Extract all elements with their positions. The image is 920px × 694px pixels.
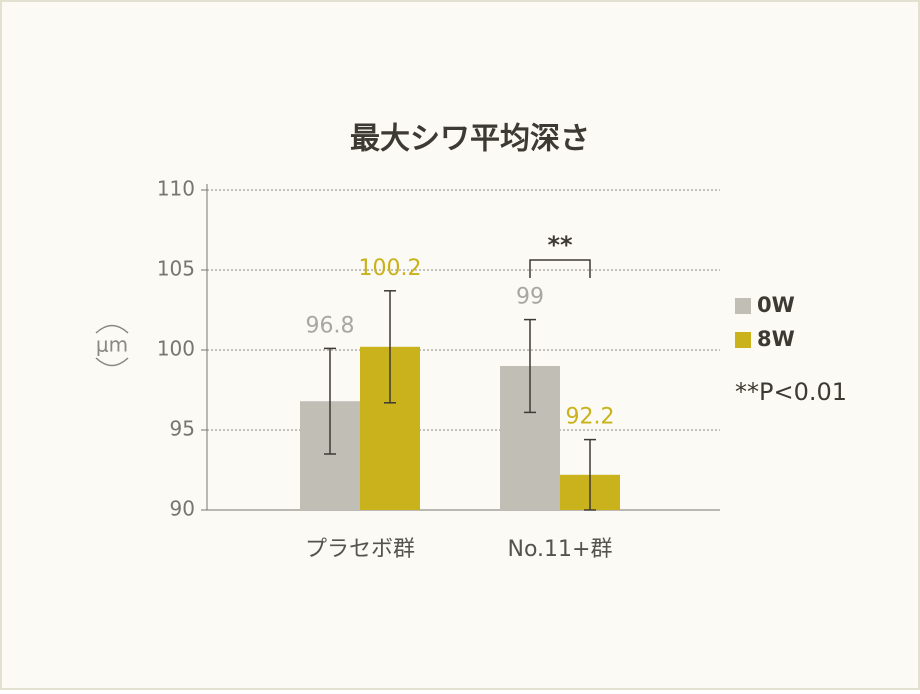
legend-swatch [735, 298, 751, 314]
data-label: 100.2 [359, 256, 422, 281]
data-label: 99 [516, 285, 544, 310]
chart-title: 最大シワ平均深さ [350, 122, 590, 157]
x-tick-label: No.11+群 [508, 537, 613, 562]
data-label: 92.2 [566, 405, 615, 430]
significance-label: ** [547, 231, 573, 259]
paren [95, 324, 129, 334]
y-tick-label: 95 [170, 417, 195, 441]
y-tick-label: 110 [157, 177, 195, 201]
y-axis-label: μm [96, 333, 128, 357]
legend-swatch [735, 332, 751, 348]
x-tick-label: プラセボ群 [305, 537, 415, 562]
y-tick-label: 105 [157, 257, 195, 281]
data-label: 96.8 [306, 313, 355, 338]
legend-label: 0W [757, 293, 795, 317]
note: **P<0.01 [735, 378, 847, 406]
significance-bracket [529, 259, 591, 278]
legend-label: 8W [757, 327, 795, 351]
y-tick-label: 100 [157, 337, 195, 361]
paren [95, 357, 129, 367]
y-tick-label: 90 [170, 497, 195, 521]
